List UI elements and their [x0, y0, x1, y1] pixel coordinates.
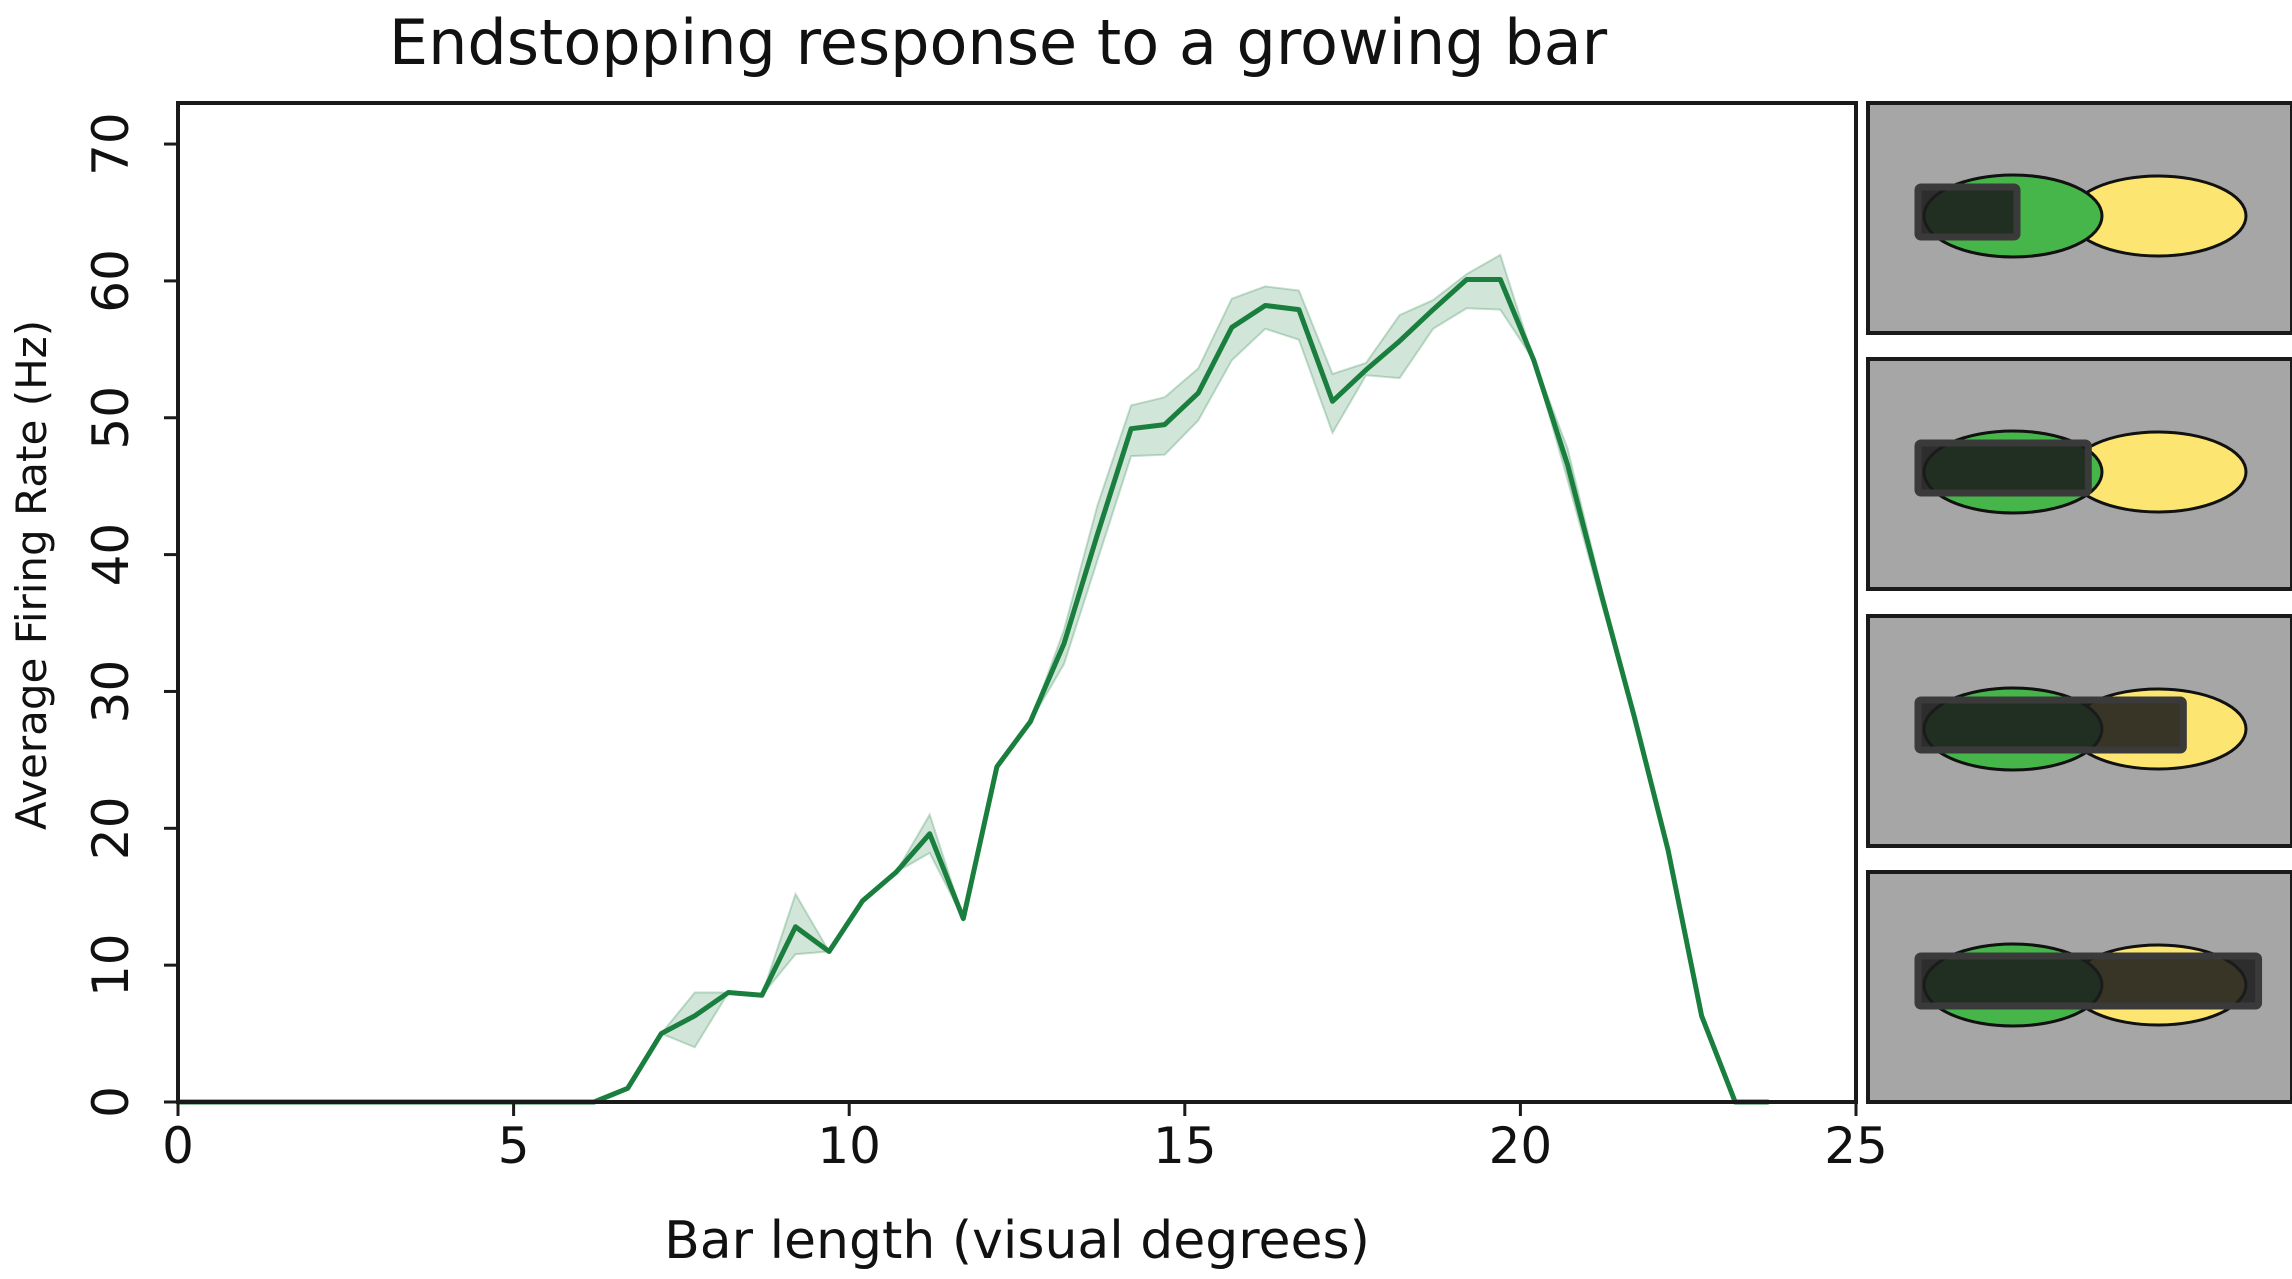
- stimulus-bar: [1914, 696, 2187, 754]
- y-axis-ticks: 0 10 20 30 40 50 60 70: [82, 112, 178, 1118]
- stimulus-bar: [1914, 952, 2263, 1010]
- series-0-confidence-band: [178, 253, 1769, 1103]
- x-tick-label: 20: [1489, 1117, 1553, 1175]
- y-tick-label: 20: [82, 796, 140, 860]
- x-axis-label: Bar length (visual degrees): [664, 1211, 1370, 1271]
- y-axis-label: Average Firing Rate (Hz): [7, 320, 56, 830]
- stimulus-panel-1: [1866, 101, 2292, 335]
- stimulus-panels: [1866, 101, 2292, 1104]
- y-tick-label: 30: [82, 660, 140, 724]
- series-0-line: [178, 277, 1769, 1105]
- confidence-band-layer: [178, 253, 1769, 1103]
- x-tick-label: 10: [817, 1117, 881, 1175]
- x-tick-label: 5: [498, 1117, 530, 1175]
- y-tick-label: 10: [82, 933, 140, 997]
- stimulus-panel-4: [1866, 870, 2292, 1104]
- series-line-layer: [178, 277, 1769, 1105]
- stimulus-panel-2: [1866, 357, 2292, 591]
- x-axis-ticks: 0 5 10 15 20 25: [162, 1102, 1888, 1175]
- stimulus-bar: [1914, 439, 2092, 497]
- x-tick-label: 25: [1824, 1117, 1888, 1175]
- plot-area-frame: [176, 101, 1858, 1104]
- y-tick-label: 70: [82, 112, 140, 176]
- x-tick-label: 0: [162, 1117, 194, 1175]
- y-tick-label: 40: [82, 523, 140, 587]
- stimulus-bar: [1914, 183, 2021, 241]
- y-tick-label: 60: [82, 249, 140, 313]
- y-tick-label: 0: [82, 1086, 140, 1118]
- stimulus-panel-3: [1866, 614, 2292, 848]
- chart-title: Endstopping response to a growing bar: [389, 6, 1608, 79]
- x-tick-label: 15: [1153, 1117, 1217, 1175]
- y-tick-label: 50: [82, 386, 140, 450]
